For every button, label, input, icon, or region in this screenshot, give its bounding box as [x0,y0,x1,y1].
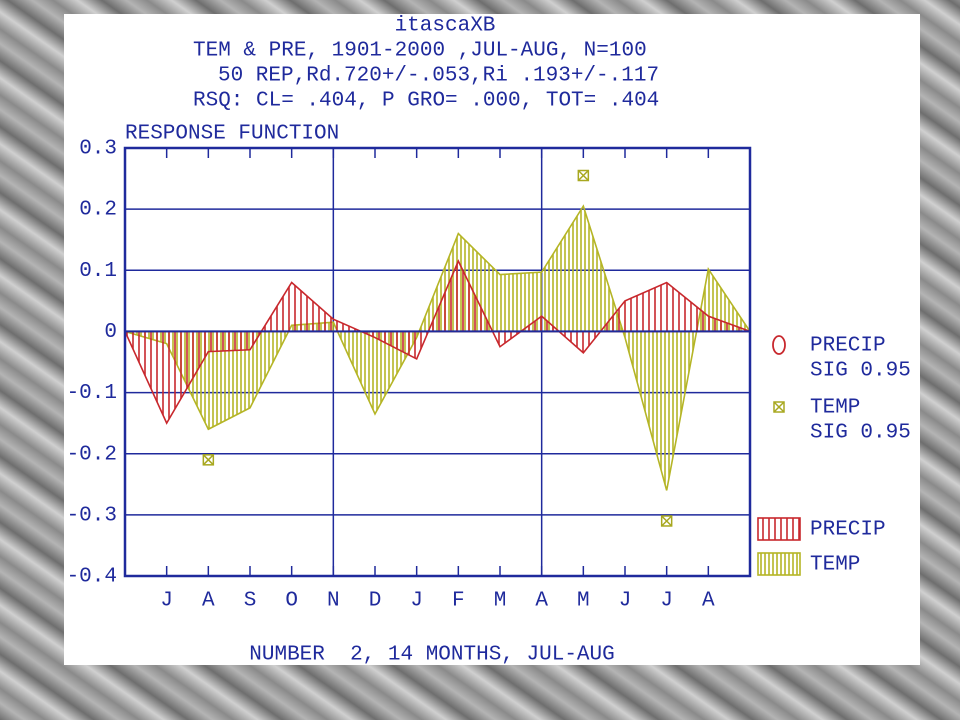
sig-marker-part [577,169,590,182]
x-tick-label: O [285,590,298,613]
sig-marker-part [660,515,673,527]
chart-title: TEM & PRE, 1901-2000 ,JUL-AUG, N=100 [193,40,647,63]
legend-swatch [757,517,801,541]
y-tick-label: -0.4 [67,566,117,589]
legend-label: PRECIP [810,335,886,358]
x-tick-label: F [452,590,465,613]
legend-symbol [773,401,785,413]
legend-label: PRECIP [810,519,886,542]
y-tick-label: 0.1 [79,260,117,283]
subtitle: RESPONSE FUNCTION [125,123,339,146]
x-tick-label: M [494,590,507,613]
x-tick-label: A [535,590,548,613]
y-tick-label: -0.3 [67,504,117,527]
chart-title: itascaXB [395,15,496,38]
y-tick-label: -0.2 [67,443,117,466]
legend-swatch [757,552,801,576]
plot-frame [123,146,752,578]
legend-label: SIG 0.95 [810,360,911,383]
legend-label: TEMP [810,397,860,420]
legend-symbol [773,401,785,413]
legend-symbol [772,335,786,355]
legend-label: SIG 0.95 [810,422,911,445]
x-tick-label: S [244,590,257,613]
area [124,204,752,491]
x-tick-label: A [702,590,715,613]
y-tick-label: 0 [104,321,117,344]
x-tick-label: J [660,590,673,613]
x-axis-label: NUMBER 2, 14 MONTHS, JUL-AUG [249,644,614,667]
chart-title: 50 REP,Rd.720+/-.053,Ri .193+/-.117 [218,65,659,88]
sig-marker [660,515,673,527]
x-tick-label: N [327,590,340,613]
sig-marker-part [661,515,673,527]
x-tick-label: D [369,590,382,613]
sig-marker [202,454,215,466]
sig-marker-part [577,169,589,182]
sig-marker-part [202,454,214,466]
y-tick-label: 0.2 [79,199,117,222]
sig-marker-part [202,454,215,466]
x-tick-label: J [410,590,423,613]
x-tick-label: A [202,590,215,613]
chart-title: RSQ: CL= .404, P GRO= .000, TOT= .404 [193,90,659,113]
x-tick-label: J [160,590,173,613]
x-tick-label: J [619,590,632,613]
legend-label: TEMP [810,554,860,577]
y-tick-label: 0.3 [79,138,117,161]
area [123,259,751,425]
y-tick-label: -0.1 [67,382,117,405]
sig-marker [577,169,590,182]
x-tick-label: M [577,590,590,613]
